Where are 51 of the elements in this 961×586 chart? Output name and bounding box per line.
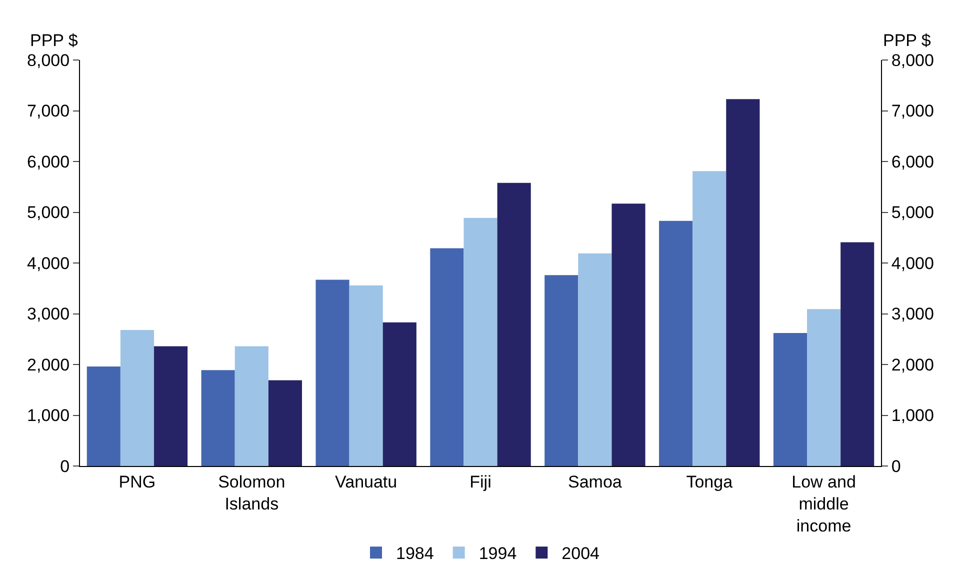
y2-tick-label: 2,000 <box>891 355 934 374</box>
x-tick-label: Solomon Islands <box>218 472 286 514</box>
bar <box>382 322 416 466</box>
bar <box>234 346 268 466</box>
y-axis-title: PPP $ <box>30 31 78 50</box>
y2-tick-label: 3,000 <box>891 304 934 324</box>
bar <box>120 330 154 466</box>
x-tick-label: Fiji <box>470 472 492 492</box>
y2-axis-title: PPP $ <box>883 31 932 50</box>
bar <box>268 380 302 466</box>
y-tick-label: 7,000 <box>27 102 70 121</box>
bar <box>773 333 807 466</box>
x-tick-label: Vanuatu <box>335 472 398 492</box>
x-tick-label: PNG <box>118 472 156 492</box>
y-tick-label: 1,000 <box>27 406 70 426</box>
x-tick-label: Tonga <box>686 472 734 492</box>
bar <box>497 182 531 466</box>
y2-tick-label: 7,000 <box>891 102 934 121</box>
bar <box>430 248 464 466</box>
y-tick-label: 3,000 <box>27 304 70 324</box>
bar <box>659 220 693 466</box>
bar <box>154 346 188 466</box>
bar <box>807 309 841 466</box>
bar <box>349 285 383 466</box>
y2-tick-label: 4,000 <box>891 254 934 273</box>
y2-tick-label: 6,000 <box>891 152 934 172</box>
bar <box>840 242 874 466</box>
y-tick-label: 5,000 <box>27 203 70 222</box>
x-tick-label: Low and middle income <box>792 472 856 536</box>
legend-label: 1994 <box>478 544 517 564</box>
bar <box>464 218 498 466</box>
bar <box>86 366 120 466</box>
y2-tick-label: 8,000 <box>891 50 934 70</box>
y2-tick-label: 5,000 <box>891 203 934 222</box>
y-tick-label: 4,000 <box>27 254 70 273</box>
bar <box>544 275 578 466</box>
bar <box>201 370 235 466</box>
bar <box>578 253 612 466</box>
y2-tick-label: 0 <box>891 456 901 476</box>
y-tick-label: 2,000 <box>27 355 70 374</box>
legend-label: 2004 <box>562 544 600 564</box>
bar <box>726 99 760 466</box>
bar <box>692 171 726 466</box>
y-tick-label: 8,000 <box>27 50 70 70</box>
bar <box>612 204 646 466</box>
y2-tick-label: 1,000 <box>891 406 934 426</box>
y-tick-label: 0 <box>60 456 70 476</box>
x-tick-label: Samoa <box>568 472 622 492</box>
y-tick-label: 6,000 <box>27 152 70 172</box>
legend-label: 1984 <box>396 544 434 564</box>
bar <box>316 280 350 466</box>
